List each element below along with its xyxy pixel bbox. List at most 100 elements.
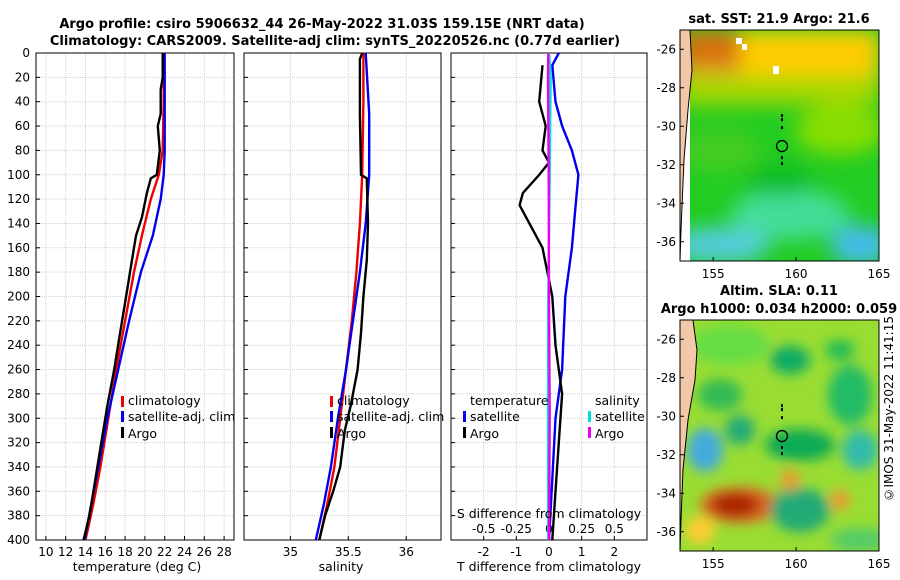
track-dot	[780, 452, 783, 456]
depth-tick-label: 180	[7, 265, 30, 279]
sla-map-field	[680, 320, 879, 551]
track-dot	[780, 126, 783, 130]
x-tick-label: 18	[117, 545, 132, 559]
map-y-tick-label: -34	[656, 196, 676, 210]
depth-tick-label: 260	[7, 363, 30, 377]
sst-map-ticks: 155 160 165 -26 -28 -30 -32 -34 -36	[656, 42, 890, 281]
legend-swatch-temp-satellite	[463, 411, 466, 422]
legend-swatch-climatology	[121, 396, 124, 407]
depth-tick-label: 200	[7, 290, 30, 304]
track-dot	[780, 118, 783, 122]
x-tick-label: 16	[98, 545, 113, 559]
legend-swatch-argo	[330, 427, 333, 438]
series-line-argo	[318, 52, 370, 541]
legend-label-satellite-adj: satellite-adj. clim	[128, 409, 235, 424]
top-tick-label: -0.5	[472, 522, 495, 536]
x-tick-label: 10	[38, 545, 53, 559]
salinity-legend: climatology satellite-adj. clim Argo	[330, 393, 444, 441]
sla-map-ticks: 155 160 165 -26 -28 -30 -32 -34 -36	[656, 332, 890, 571]
legend-label-temp-satellite: satellite	[470, 409, 520, 424]
legend-label-argo: Argo	[337, 426, 366, 441]
legend-label-sal-satellite: satellite	[595, 409, 645, 424]
x-tick-label: 0	[545, 545, 553, 559]
map-y-tick-label: -30	[656, 119, 676, 133]
legend-swatch-temp-argo	[463, 427, 466, 438]
legend-swatch-sal-satellite	[588, 411, 591, 422]
map-y-tick-label: -34	[656, 486, 676, 500]
x-tick-label: 1	[578, 545, 586, 559]
difference-top-axis-label: S difference from climatology	[457, 506, 642, 521]
top-tick-label: 0.5	[605, 522, 624, 536]
depth-tick-label: 120	[7, 192, 30, 206]
x-tick-label: 36	[399, 545, 414, 559]
track-dot	[780, 408, 783, 412]
map-y-tick-label: -28	[656, 81, 676, 95]
map-y-tick-label: -28	[656, 371, 676, 385]
x-tick-label: 24	[177, 545, 192, 559]
temperature-xlabel: temperature (deg C)	[73, 559, 202, 574]
series-line-satellite-adj-clim	[314, 52, 371, 541]
depth-tick-label: 280	[7, 387, 30, 401]
map-x-tick-label: 155	[702, 267, 725, 281]
legend-swatch-argo	[121, 427, 124, 438]
top-tick-label: -0.25	[501, 522, 532, 536]
sla-map-title-line1: Altim. SLA: 0.11	[720, 284, 838, 299]
x-tick-label: -2	[478, 545, 490, 559]
x-tick-label: 35	[283, 545, 298, 559]
legend-title-salinity: salinity	[595, 393, 640, 408]
difference-legend: temperature satellite Argo salinity sate…	[463, 393, 645, 441]
map-y-tick-label: -32	[656, 158, 676, 172]
sst-argo-marker	[775, 114, 789, 166]
salinity-panel: 35 35.5 36	[243, 52, 442, 559]
credit-text: ©IMOS 31-May-2022 11:41:15	[882, 316, 896, 502]
depth-tick-label: 100	[7, 168, 30, 182]
x-tick-label: -1	[510, 545, 522, 559]
map-y-tick-label: -32	[656, 448, 676, 462]
legend-title-temperature: temperature	[470, 393, 549, 408]
legend-label-temp-argo: Argo	[470, 426, 499, 441]
sla-map-title-line2: Argo h1000: 0.034 h2000: 0.059	[661, 302, 897, 317]
argo-position-circle	[775, 429, 789, 443]
series-line-climatology	[84, 53, 165, 541]
x-tick-label: 35.5	[335, 545, 362, 559]
map-x-tick-label: 155	[702, 557, 725, 571]
legend-swatch-climatology	[330, 396, 333, 407]
x-tick-label: 14	[78, 545, 93, 559]
temperature-legend: climatology satellite-adj. clim Argo	[121, 393, 235, 441]
depth-tick-label: 160	[7, 241, 30, 255]
depth-tick-label: 320	[7, 436, 30, 450]
series-line-salinity-argo	[546, 52, 551, 541]
difference-xlabel: T difference from climatology	[456, 559, 642, 574]
legend-label-satellite-adj: satellite-adj. clim	[337, 409, 444, 424]
map-x-tick-label: 160	[785, 267, 808, 281]
depth-tick-label: 20	[15, 70, 30, 84]
sst-map-frame	[679, 29, 880, 262]
figure-title-line1: Argo profile: csiro 5906632_44 26-May-20…	[59, 17, 584, 32]
top-tick-label: 0.25	[568, 522, 595, 536]
legend-label-sal-argo: Argo	[595, 426, 624, 441]
depth-tick-label: 300	[7, 411, 30, 425]
depth-tick-label: 60	[15, 119, 30, 133]
x-tick-label: 26	[197, 545, 212, 559]
sst-map-title: sat. SST: 21.9 Argo: 21.6	[688, 12, 869, 27]
series-line-argo	[82, 53, 164, 541]
legend-label-climatology: climatology	[128, 393, 201, 408]
map-x-tick-label: 165	[868, 267, 891, 281]
map-x-tick-label: 160	[785, 557, 808, 571]
x-tick-label: 20	[137, 545, 152, 559]
track-dot	[780, 114, 783, 118]
depth-tick-label: 40	[15, 95, 30, 109]
x-tick-label: 12	[58, 545, 73, 559]
map-y-tick-label: -26	[656, 42, 676, 56]
map-y-tick-label: -30	[656, 409, 676, 423]
map-x-tick-label: 165	[868, 557, 891, 571]
depth-tick-label: 0	[22, 46, 30, 60]
depth-axis-labels: 0 20 40 60 80 100 120 140 160 180 200 220 240 260 280 3…	[7, 46, 30, 547]
map-y-tick-label: -26	[656, 332, 676, 346]
depth-tick-label: 80	[15, 143, 30, 157]
series-line-temperature-argo	[518, 65, 564, 541]
legend-swatch-satellite-adj	[121, 411, 124, 422]
x-tick-label: 28	[216, 545, 231, 559]
